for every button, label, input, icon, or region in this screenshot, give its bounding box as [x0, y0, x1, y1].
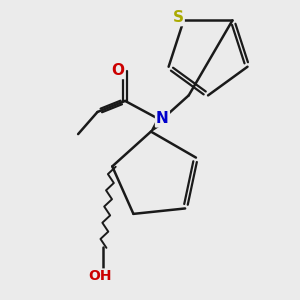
Text: N: N	[156, 111, 169, 126]
Text: OH: OH	[88, 269, 112, 284]
Text: O: O	[111, 63, 124, 78]
Text: S: S	[173, 10, 184, 25]
Polygon shape	[151, 118, 164, 132]
